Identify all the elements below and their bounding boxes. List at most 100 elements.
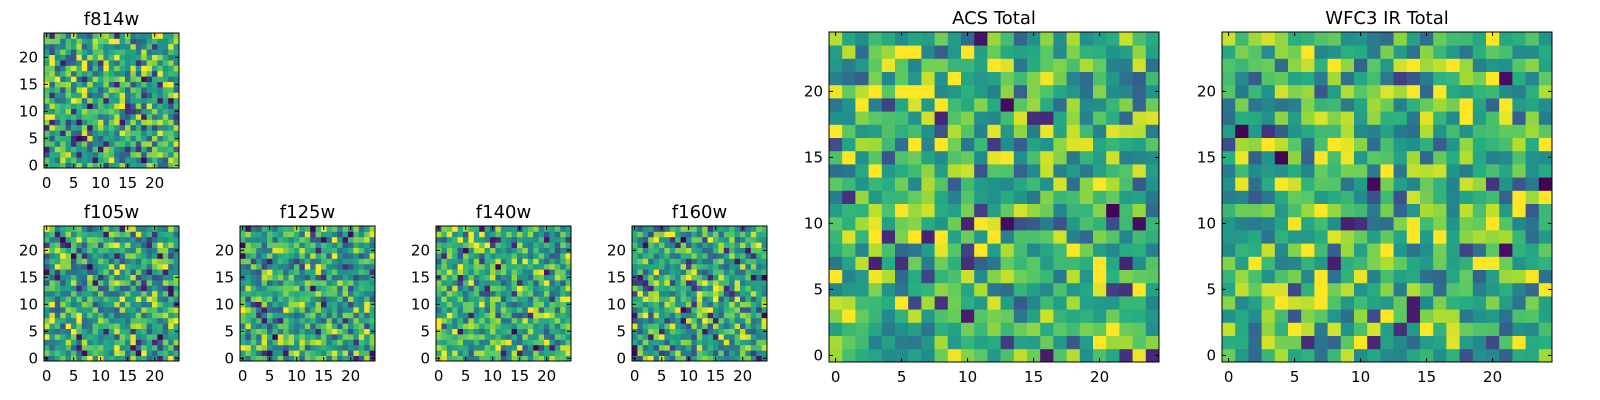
- heatmap-cell: [1459, 45, 1474, 59]
- heatmap-cell: [1327, 98, 1342, 112]
- heatmap-cell: [506, 328, 512, 335]
- heatmap-cell: [452, 312, 458, 319]
- heatmap-cell: [358, 323, 365, 329]
- heatmap-cell: [934, 111, 949, 125]
- heatmap-cell: [1446, 164, 1460, 178]
- heatmap-cell: [71, 236, 77, 243]
- heatmap-cell: [842, 282, 856, 297]
- heatmap-cell: [947, 190, 962, 204]
- heatmap-cell: [49, 38, 56, 45]
- heatmap-cell: [364, 328, 370, 335]
- heatmap-cell: [348, 307, 354, 313]
- heatmap-cell: [168, 60, 174, 66]
- heatmap-cell: [565, 263, 572, 270]
- heatmap-cell: [734, 344, 741, 351]
- x-tick-label: 5: [1290, 368, 1300, 386]
- heatmap-cell: [1132, 335, 1147, 350]
- heatmap-cell: [1393, 45, 1408, 59]
- heatmap-cell: [961, 150, 975, 165]
- heatmap-cell: [119, 290, 126, 297]
- heatmap-cell: [1040, 322, 1054, 336]
- heatmap-cell: [1433, 124, 1447, 138]
- heatmap-cell: [756, 301, 762, 308]
- heatmap-cell: [168, 242, 174, 248]
- heatmap-cell: [1235, 348, 1249, 363]
- heatmap-cell: [446, 312, 453, 319]
- heatmap-cell: [653, 242, 660, 248]
- heatmap-cell: [468, 339, 475, 346]
- heatmap-cell: [364, 290, 370, 297]
- heatmap-cell: [135, 76, 142, 82]
- heatmap-cell: [554, 247, 561, 254]
- heatmap-cell: [321, 269, 327, 275]
- heatmap-cell: [734, 317, 741, 324]
- heatmap-cell: [702, 312, 708, 319]
- heatmap-cell: [71, 38, 77, 45]
- heatmap-cell: [842, 177, 856, 191]
- heatmap-cell: [829, 216, 843, 231]
- heatmap-cell: [250, 350, 257, 356]
- heatmap-cell: [934, 348, 949, 363]
- heatmap-cell: [92, 162, 99, 169]
- heatmap-cell: [842, 190, 856, 204]
- heatmap-cell: [108, 108, 115, 115]
- heatmap-cell: [168, 344, 174, 351]
- heatmap-cell: [961, 348, 975, 363]
- heatmap-cell: [103, 290, 110, 297]
- heatmap-cell: [348, 317, 354, 324]
- heatmap-cell: [1459, 84, 1474, 99]
- heatmap-cell: [544, 328, 550, 335]
- heatmap-cell: [141, 285, 147, 292]
- heatmap-cell: [1093, 58, 1107, 72]
- heatmap-cell: [81, 76, 88, 82]
- heatmap-cell: [637, 285, 644, 292]
- heatmap-cell: [162, 141, 169, 147]
- heatmap-cell: [173, 119, 180, 126]
- heatmap-cell: [125, 285, 131, 292]
- heatmap-cell: [1314, 190, 1328, 204]
- heatmap-cell: [934, 98, 949, 112]
- heatmap-cell: [729, 226, 735, 232]
- heatmap-cell: [484, 312, 491, 319]
- heatmap-cell: [1235, 335, 1249, 350]
- heatmap-cell: [92, 146, 99, 153]
- heatmap-cell: [141, 296, 147, 302]
- heatmap-cell: [707, 328, 714, 335]
- heatmap-cell: [538, 231, 545, 238]
- heatmap-cell: [315, 263, 322, 270]
- heatmap-cell: [1274, 256, 1289, 270]
- heatmap-cell: [315, 323, 322, 329]
- heatmap-cell: [1525, 84, 1540, 99]
- heatmap-cell: [829, 269, 843, 284]
- heatmap-cell: [304, 334, 311, 340]
- heatmap-cell: [1093, 150, 1107, 165]
- heatmap-cell: [1066, 256, 1081, 270]
- heatmap-cell: [256, 236, 262, 243]
- heatmap-cell: [364, 280, 370, 286]
- heatmap-cell: [1079, 32, 1094, 46]
- heatmap-cell: [987, 32, 1001, 46]
- heatmap-cell: [452, 285, 458, 292]
- heatmap-cell: [125, 108, 131, 115]
- heatmap-cell: [125, 87, 131, 93]
- heatmap-cell: [522, 269, 529, 275]
- heatmap-cell: [54, 242, 61, 248]
- heatmap-cell: [473, 355, 480, 362]
- heatmap-cell: [65, 317, 72, 324]
- heatmap-cell: [637, 290, 644, 297]
- heatmap-cell: [1079, 348, 1094, 363]
- heatmap-cell: [1512, 309, 1526, 323]
- heatmap-cell: [146, 290, 153, 297]
- heatmap-cell: [283, 301, 289, 308]
- heatmap-cell: [750, 253, 757, 259]
- heatmap-cell: [250, 263, 257, 270]
- heatmap-cell: [479, 323, 485, 329]
- heatmap-cell: [463, 269, 469, 275]
- heatmap-cell: [457, 339, 464, 346]
- heatmap-cell: [895, 348, 909, 363]
- heatmap-cell: [696, 231, 703, 238]
- heatmap-cell: [1367, 243, 1381, 257]
- heatmap-cell: [1354, 256, 1368, 270]
- heatmap-cell: [1079, 256, 1094, 270]
- heatmap-cell: [71, 274, 77, 281]
